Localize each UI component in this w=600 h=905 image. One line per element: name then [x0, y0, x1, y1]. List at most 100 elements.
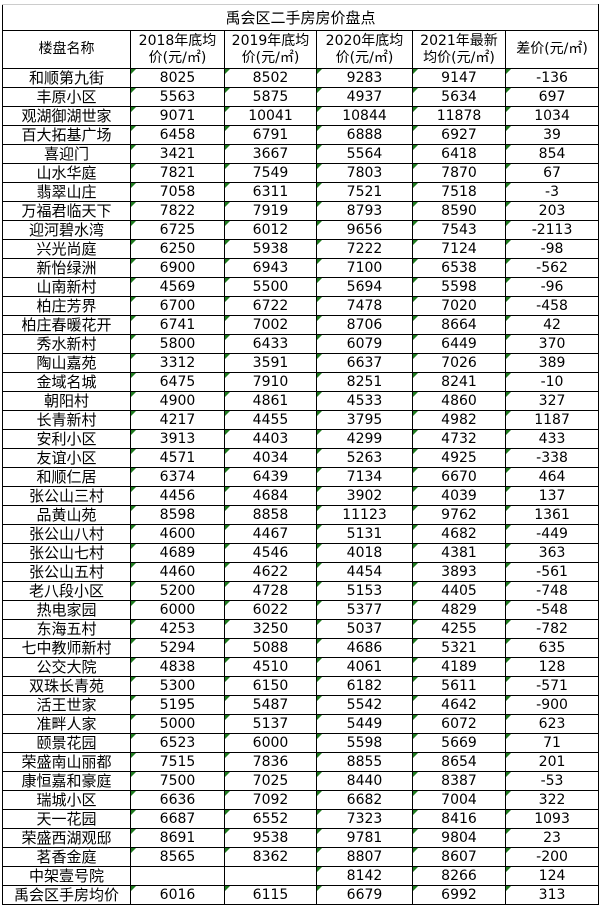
cell-price-2021[interactable]: 8654	[412, 752, 506, 772]
cell-name[interactable]: 双珠长青苑	[2, 676, 131, 696]
cell-price-2021[interactable]: 9762	[412, 505, 506, 525]
cell-price-2021[interactable]: 6538	[412, 258, 506, 278]
cell-price-diff[interactable]: -200	[504, 847, 600, 867]
cell-price-2019[interactable]: 7836	[224, 752, 317, 772]
cell-name[interactable]: 禹会区手房均价	[2, 885, 131, 905]
cell-price-2019[interactable]: 5938	[224, 239, 317, 259]
cell-price-diff[interactable]: 433	[504, 429, 600, 449]
cell-price-2018[interactable]: 4217	[130, 410, 225, 430]
cell-price-diff[interactable]: 313	[504, 885, 600, 905]
cell-name[interactable]: 荣盛南山丽都	[2, 752, 131, 772]
cell-price-diff[interactable]: 128	[504, 657, 600, 677]
cell-price-diff[interactable]: 464	[504, 467, 600, 487]
cell-price-diff[interactable]: -782	[504, 619, 600, 639]
cell-price-diff[interactable]: -571	[504, 676, 600, 696]
cell-price-2019[interactable]: 5137	[224, 714, 317, 734]
cell-price-2021[interactable]: 7026	[412, 353, 506, 373]
header-2019[interactable]: 2019年底均价(元/㎡)	[224, 30, 317, 69]
cell-price-diff[interactable]: -449	[504, 524, 600, 544]
cell-price-diff[interactable]: 623	[504, 714, 600, 734]
cell-name[interactable]: 热电家园	[2, 600, 131, 620]
header-2018[interactable]: 2018年底均价(元/㎡)	[130, 30, 225, 69]
cell-price-2021[interactable]: 4682	[412, 524, 506, 544]
cell-price-2019[interactable]: 4467	[224, 524, 317, 544]
cell-price-2020[interactable]: 7100	[316, 258, 413, 278]
cell-name[interactable]: 准畔人家	[2, 714, 131, 734]
cell-price-2018[interactable]: 6250	[130, 239, 225, 259]
cell-price-2019[interactable]: 3667	[224, 144, 317, 164]
cell-price-2019[interactable]	[224, 866, 317, 886]
cell-price-2020[interactable]: 8706	[316, 315, 413, 335]
cell-price-diff[interactable]: -458	[504, 296, 600, 316]
cell-price-diff[interactable]: -561	[504, 562, 600, 582]
cell-price-2020[interactable]: 4299	[316, 429, 413, 449]
cell-price-2020[interactable]: 8440	[316, 771, 413, 791]
cell-price-2019[interactable]: 4034	[224, 448, 317, 468]
cell-price-2019[interactable]: 10041	[224, 106, 317, 126]
cell-price-2018[interactable]: 6900	[130, 258, 225, 278]
cell-price-2021[interactable]: 8241	[412, 372, 506, 392]
cell-price-2021[interactable]: 8387	[412, 771, 506, 791]
cell-price-2020[interactable]: 10844	[316, 106, 413, 126]
cell-name[interactable]: 秀水新村	[2, 334, 131, 354]
cell-price-2020[interactable]: 5263	[316, 448, 413, 468]
cell-price-2018[interactable]	[130, 866, 225, 886]
header-diff[interactable]: 差价(元/㎡)	[504, 30, 600, 69]
cell-name[interactable]: 中架壹号院	[2, 866, 131, 886]
cell-price-diff[interactable]: 1034	[504, 106, 600, 126]
cell-name[interactable]: 活王世家	[2, 695, 131, 715]
cell-price-2018[interactable]: 6374	[130, 467, 225, 487]
cell-price-2020[interactable]: 5564	[316, 144, 413, 164]
cell-price-diff[interactable]: -900	[504, 695, 600, 715]
cell-price-2018[interactable]: 8565	[130, 847, 225, 867]
cell-name[interactable]: 张公山八村	[2, 524, 131, 544]
cell-name[interactable]: 七中教师新村	[2, 638, 131, 658]
cell-price-2019[interactable]: 6150	[224, 676, 317, 696]
cell-price-diff[interactable]: -10	[504, 372, 600, 392]
cell-price-2018[interactable]: 4838	[130, 657, 225, 677]
cell-price-2018[interactable]: 3312	[130, 353, 225, 373]
cell-name[interactable]: 兴光尚庭	[2, 239, 131, 259]
cell-name[interactable]: 百大拓基广场	[2, 125, 131, 145]
cell-name[interactable]: 柏庄芳界	[2, 296, 131, 316]
cell-price-diff[interactable]: 203	[504, 201, 600, 221]
cell-price-diff[interactable]: 42	[504, 315, 600, 335]
cell-name[interactable]: 瑞城小区	[2, 790, 131, 810]
cell-price-2021[interactable]: 11878	[412, 106, 506, 126]
cell-price-2019[interactable]: 6552	[224, 809, 317, 829]
cell-price-2021[interactable]: 6449	[412, 334, 506, 354]
cell-price-2018[interactable]: 5000	[130, 714, 225, 734]
cell-price-2019[interactable]: 3591	[224, 353, 317, 373]
cell-price-2018[interactable]: 4571	[130, 448, 225, 468]
cell-name[interactable]: 迎河碧水湾	[2, 220, 131, 240]
cell-name[interactable]: 山南新村	[2, 277, 131, 297]
cell-price-2020[interactable]: 8251	[316, 372, 413, 392]
cell-price-2019[interactable]: 7549	[224, 163, 317, 183]
cell-price-2019[interactable]: 6115	[224, 885, 317, 905]
cell-price-2020[interactable]: 5694	[316, 277, 413, 297]
cell-price-2019[interactable]: 4861	[224, 391, 317, 411]
cell-name[interactable]: 康恒嘉和豪庭	[2, 771, 131, 791]
cell-price-2018[interactable]: 8598	[130, 505, 225, 525]
cell-price-2020[interactable]: 8142	[316, 866, 413, 886]
cell-price-2021[interactable]: 7870	[412, 163, 506, 183]
cell-price-2019[interactable]: 4728	[224, 581, 317, 601]
cell-price-2021[interactable]: 8607	[412, 847, 506, 867]
cell-price-2018[interactable]: 4569	[130, 277, 225, 297]
cell-price-diff[interactable]: 363	[504, 543, 600, 563]
cell-price-2020[interactable]: 7478	[316, 296, 413, 316]
cell-price-diff[interactable]: 124	[504, 866, 600, 886]
cell-price-2018[interactable]: 6016	[130, 885, 225, 905]
cell-price-2019[interactable]: 5088	[224, 638, 317, 658]
cell-name[interactable]: 丰原小区	[2, 87, 131, 107]
cell-price-2019[interactable]: 4684	[224, 486, 317, 506]
cell-name[interactable]: 老八段小区	[2, 581, 131, 601]
cell-price-2020[interactable]: 4533	[316, 391, 413, 411]
cell-price-2021[interactable]: 5611	[412, 676, 506, 696]
cell-price-diff[interactable]: -2113	[504, 220, 600, 240]
cell-price-2020[interactable]: 5131	[316, 524, 413, 544]
cell-price-diff[interactable]: 71	[504, 733, 600, 753]
cell-price-2019[interactable]: 8362	[224, 847, 317, 867]
cell-price-2020[interactable]: 8807	[316, 847, 413, 867]
cell-price-2020[interactable]: 9656	[316, 220, 413, 240]
